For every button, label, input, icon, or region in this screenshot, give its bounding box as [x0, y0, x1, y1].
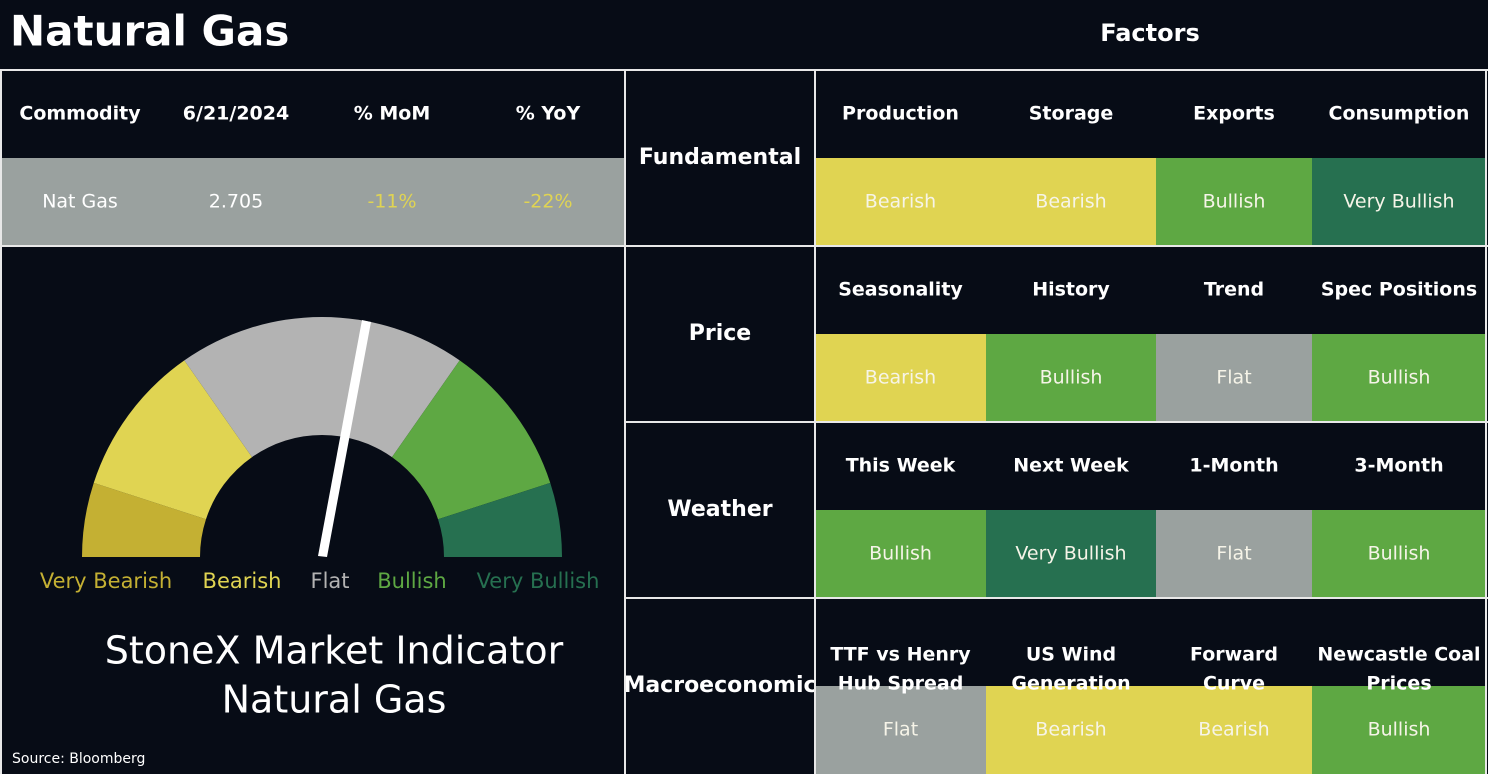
indicator-subtitle: Natural Gas: [222, 678, 447, 722]
status-cell: [1156, 158, 1312, 246]
factor-name: Next Week: [1013, 455, 1129, 477]
status-cell: [1312, 510, 1486, 598]
status-cell: [815, 686, 986, 774]
gauge-needle: [318, 320, 371, 557]
gauge-label: Very Bullish: [477, 569, 600, 593]
column-header: % MoM: [354, 103, 431, 125]
factor-status: Bullish: [1040, 367, 1103, 389]
factor-status: Bullish: [869, 543, 932, 565]
group-label: Price: [689, 321, 751, 346]
factor-name: US Wind: [1026, 644, 1116, 666]
factor-name: Spec Positions: [1321, 279, 1477, 301]
group-label: Macroeconomic: [623, 673, 816, 698]
status-cell: [986, 334, 1156, 422]
gauge-segment: [184, 316, 460, 458]
factor-name: Storage: [1029, 103, 1114, 125]
gauge-label: Bullish: [377, 569, 446, 593]
status-cell: [1156, 510, 1312, 598]
commodity-cell: -11%: [367, 191, 416, 213]
factor-status: Bearish: [1035, 719, 1106, 741]
factor-status: Very Bullish: [1015, 543, 1126, 565]
status-cell: [1312, 334, 1486, 422]
status-cell: [815, 334, 986, 422]
factor-name: 1-Month: [1189, 455, 1278, 477]
commodity-cell: -22%: [523, 191, 572, 213]
status-cell: [1312, 158, 1486, 246]
factor-name: This Week: [846, 455, 956, 477]
commodity-row-bg: [0, 158, 625, 246]
factor-status: Flat: [1216, 367, 1251, 389]
factor-status: Flat: [883, 719, 918, 741]
gauge-segment: [93, 360, 253, 520]
group-label: Weather: [667, 497, 772, 522]
status-cell: [1156, 686, 1312, 774]
factor-name: Seasonality: [838, 279, 963, 301]
factor-status: Bullish: [1203, 191, 1266, 213]
factor-status: Bullish: [1368, 367, 1431, 389]
factor-status: Bearish: [865, 367, 936, 389]
group-label: Fundamental: [639, 145, 801, 170]
factor-status: Bearish: [1035, 191, 1106, 213]
gauge-segment: [438, 482, 562, 557]
factor-status: Bullish: [1368, 719, 1431, 741]
column-header: % YoY: [516, 103, 581, 125]
factor-name: Exports: [1193, 103, 1275, 125]
status-cell: [986, 686, 1156, 774]
commodity-cell: Nat Gas: [42, 191, 118, 213]
status-cell: [815, 158, 986, 246]
gauge-segment: [391, 360, 551, 520]
factor-status: Very Bullish: [1343, 191, 1454, 213]
indicator-title: StoneX Market Indicator: [105, 629, 564, 673]
gauge-label: Flat: [310, 569, 349, 593]
gauge-label: Very Bearish: [40, 569, 172, 593]
factor-status: Bearish: [865, 191, 936, 213]
factor-name: Hub Spread: [838, 673, 964, 695]
factor-status: Flat: [1216, 543, 1251, 565]
status-cell: [1156, 334, 1312, 422]
factor-name: Generation: [1011, 673, 1130, 695]
page-title: Natural Gas: [10, 7, 289, 56]
status-cell: [986, 158, 1156, 246]
status-cell: [1312, 686, 1486, 774]
source-note: Source: Bloomberg: [12, 751, 145, 767]
factor-name: Production: [842, 103, 959, 125]
status-cell: [986, 510, 1156, 598]
gauge-label: Bearish: [203, 569, 282, 593]
factor-name: Prices: [1366, 673, 1431, 695]
factor-name: 3-Month: [1354, 455, 1443, 477]
factors-title: Factors: [1100, 19, 1200, 47]
factor-name: Consumption: [1329, 103, 1470, 125]
gauge-segment: [82, 482, 206, 557]
status-cell: [815, 510, 986, 598]
factor-status: Bearish: [1198, 719, 1269, 741]
factor-name: Forward: [1190, 644, 1278, 666]
column-header: 6/21/2024: [183, 103, 289, 125]
factor-name: History: [1032, 279, 1110, 301]
factor-name: Curve: [1203, 673, 1265, 695]
column-header: Commodity: [19, 103, 141, 125]
factor-name: TTF vs Henry: [830, 644, 971, 666]
factor-name: Newcastle Coal: [1317, 644, 1480, 666]
factor-status: Bullish: [1368, 543, 1431, 565]
commodity-cell: 2.705: [209, 191, 263, 213]
factor-name: Trend: [1204, 279, 1264, 301]
